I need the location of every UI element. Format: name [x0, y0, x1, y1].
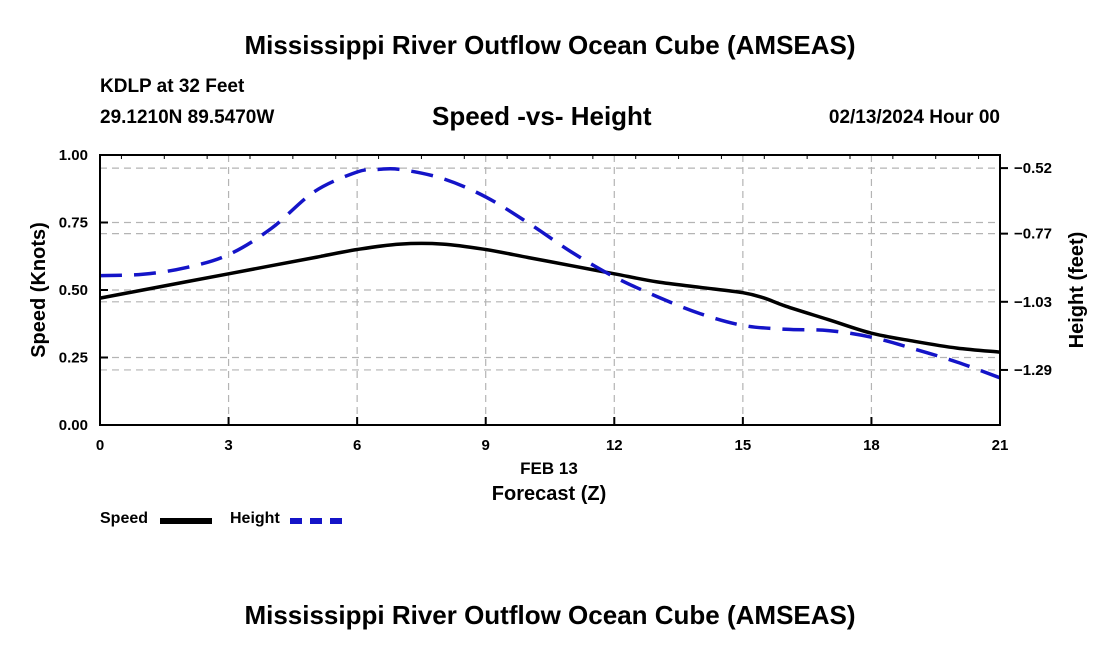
chart-subtitle: Speed -vs- Height — [432, 101, 652, 131]
x-tick-label: 9 — [482, 437, 490, 454]
grid-lines — [99, 155, 1001, 425]
y2-tick-label: −0.52 — [1014, 160, 1052, 177]
legend-height-label: Height — [230, 510, 280, 527]
y-axis-label: Speed (Knots) — [28, 222, 50, 358]
series-line-speed — [99, 241, 1001, 354]
x-tick-label: 18 — [863, 437, 880, 454]
y-tick-label: 0.50 — [59, 282, 88, 299]
axes: 0 3 6 9 12 15 18 21 0.00 0.25 0.50 0.75 1.00 −0.52 −0.… — [59, 147, 1052, 454]
y2-tick-label: −0.77 — [1014, 226, 1052, 243]
y2-tick-label: −1.29 — [1014, 362, 1052, 379]
y2-tick-label: −1.03 — [1014, 294, 1052, 311]
x-tick-label: 3 — [224, 437, 232, 454]
x-axis-label: Forecast (Z) — [492, 483, 606, 505]
legend-speed-label: Speed — [100, 510, 149, 527]
y-tick-label: 0.25 — [59, 350, 88, 367]
x-axis-date: FEB 13 — [520, 459, 578, 478]
y-tick-label: 0.00 — [59, 417, 88, 434]
x-tick-label: 21 — [992, 437, 1009, 454]
y-tick-label: 1.00 — [59, 147, 88, 164]
y2-axis-label: Height (feet) — [1066, 232, 1088, 349]
forecast-datetime: 02/13/2024 Hour 00 — [828, 107, 1000, 128]
x-tick-label: 12 — [606, 437, 623, 454]
x-tick-label: 15 — [735, 437, 752, 454]
x-tick-label: 0 — [96, 437, 104, 454]
station-label: KDLP at 32 Feet — [100, 76, 245, 97]
main-title: Mississippi River Outflow Ocean Cube (AM… — [244, 30, 856, 60]
legend: Speed Height — [100, 510, 400, 532]
y-tick-label: 0.75 — [59, 215, 88, 232]
x-tick-label: 6 — [353, 437, 361, 454]
station-coords: 29.1210N 89.5470W — [100, 107, 275, 128]
footer-title: Mississippi River Outflow Ocean Cube (AM… — [244, 600, 856, 630]
series-lines — [99, 166, 1001, 380]
legend-height-swatch — [290, 518, 342, 524]
legend-speed-swatch — [160, 518, 212, 524]
